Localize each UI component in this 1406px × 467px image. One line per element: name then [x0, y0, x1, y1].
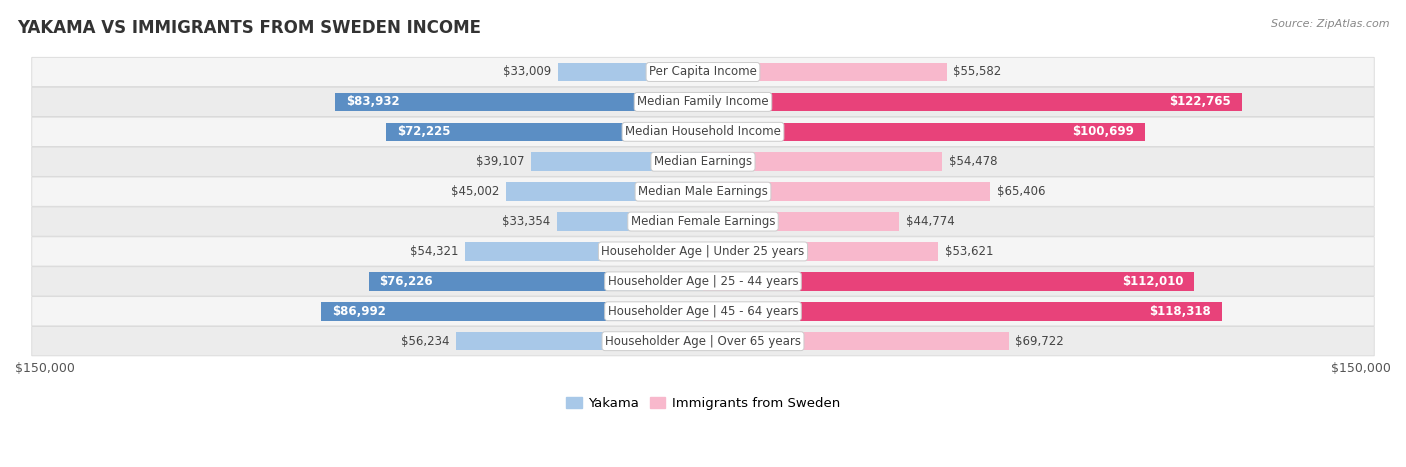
- Text: $55,582: $55,582: [953, 65, 1001, 78]
- Bar: [703, 272, 1195, 290]
- Bar: [457, 332, 703, 350]
- FancyBboxPatch shape: [32, 267, 1374, 296]
- Text: $45,002: $45,002: [450, 185, 499, 198]
- FancyBboxPatch shape: [32, 57, 1374, 87]
- Text: Median Household Income: Median Household Income: [626, 125, 780, 138]
- Text: $86,992: $86,992: [332, 305, 387, 318]
- Text: Householder Age | Under 25 years: Householder Age | Under 25 years: [602, 245, 804, 258]
- Text: Householder Age | Over 65 years: Householder Age | Over 65 years: [605, 335, 801, 348]
- Text: Median Male Earnings: Median Male Earnings: [638, 185, 768, 198]
- Text: $69,722: $69,722: [1015, 335, 1064, 348]
- Bar: [387, 122, 703, 141]
- Bar: [703, 122, 1144, 141]
- Text: $44,774: $44,774: [905, 215, 955, 228]
- Text: $56,234: $56,234: [401, 335, 450, 348]
- Text: $83,932: $83,932: [346, 95, 399, 108]
- Text: Source: ZipAtlas.com: Source: ZipAtlas.com: [1271, 19, 1389, 28]
- FancyBboxPatch shape: [32, 87, 1374, 117]
- Bar: [322, 302, 703, 320]
- Text: $72,225: $72,225: [396, 125, 450, 138]
- Text: $122,765: $122,765: [1168, 95, 1230, 108]
- FancyBboxPatch shape: [32, 117, 1374, 147]
- Bar: [703, 152, 942, 171]
- Bar: [703, 332, 1010, 350]
- Bar: [703, 182, 990, 201]
- Text: $53,621: $53,621: [945, 245, 993, 258]
- FancyBboxPatch shape: [32, 326, 1374, 356]
- Text: $76,226: $76,226: [380, 275, 433, 288]
- FancyBboxPatch shape: [32, 207, 1374, 236]
- Text: $100,699: $100,699: [1071, 125, 1133, 138]
- Bar: [368, 272, 703, 290]
- Text: $33,009: $33,009: [503, 65, 551, 78]
- Bar: [703, 92, 1241, 111]
- Text: $39,107: $39,107: [477, 155, 524, 168]
- Bar: [703, 302, 1222, 320]
- Text: YAKAMA VS IMMIGRANTS FROM SWEDEN INCOME: YAKAMA VS IMMIGRANTS FROM SWEDEN INCOME: [17, 19, 481, 37]
- Bar: [558, 63, 703, 81]
- Bar: [531, 152, 703, 171]
- Text: $54,321: $54,321: [409, 245, 458, 258]
- Bar: [557, 212, 703, 231]
- Bar: [506, 182, 703, 201]
- FancyBboxPatch shape: [32, 237, 1374, 266]
- Bar: [703, 242, 938, 261]
- Bar: [703, 212, 900, 231]
- Text: Householder Age | 25 - 44 years: Householder Age | 25 - 44 years: [607, 275, 799, 288]
- Bar: [703, 63, 946, 81]
- Text: $33,354: $33,354: [502, 215, 550, 228]
- Text: Median Earnings: Median Earnings: [654, 155, 752, 168]
- Text: Householder Age | 45 - 64 years: Householder Age | 45 - 64 years: [607, 305, 799, 318]
- Text: Per Capita Income: Per Capita Income: [650, 65, 756, 78]
- Text: $54,478: $54,478: [949, 155, 997, 168]
- Legend: Yakama, Immigrants from Sweden: Yakama, Immigrants from Sweden: [561, 392, 845, 415]
- Bar: [335, 92, 703, 111]
- Text: $118,318: $118,318: [1149, 305, 1211, 318]
- Text: Median Female Earnings: Median Female Earnings: [631, 215, 775, 228]
- Text: $65,406: $65,406: [997, 185, 1045, 198]
- FancyBboxPatch shape: [32, 177, 1374, 206]
- FancyBboxPatch shape: [32, 147, 1374, 177]
- Text: Median Family Income: Median Family Income: [637, 95, 769, 108]
- FancyBboxPatch shape: [32, 297, 1374, 326]
- Text: $112,010: $112,010: [1122, 275, 1184, 288]
- Bar: [465, 242, 703, 261]
